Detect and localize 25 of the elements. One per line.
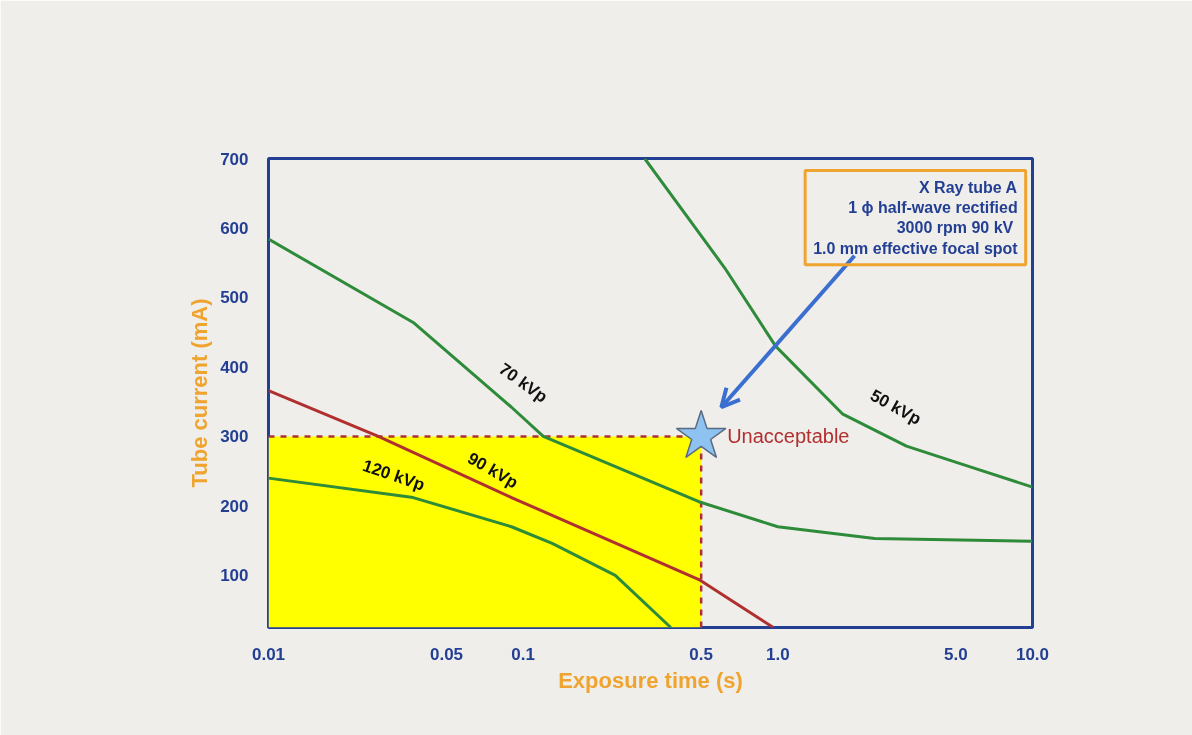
y-tick-label: 600 xyxy=(220,218,249,238)
x-tick-label: 0.1 xyxy=(511,644,535,664)
x-tick-label: 0.5 xyxy=(689,644,713,664)
annotation: 50 kVp xyxy=(866,385,925,429)
annotation: 90 kVp xyxy=(464,448,522,493)
y-tick-label: 200 xyxy=(220,496,249,516)
annotation: 1.0 mm effective focal spot xyxy=(813,239,1019,257)
y-axis-title: Tube current (mA) xyxy=(187,298,213,488)
x-tick-label: 10.0 xyxy=(1015,644,1050,664)
y-tick-label: 300 xyxy=(220,427,249,447)
y-tick-label: 100 xyxy=(220,566,249,586)
y-tick-label: 500 xyxy=(220,288,249,308)
x-tick-label: 0.05 xyxy=(429,644,464,664)
x-axis-title: Exposure time (s) xyxy=(558,667,743,693)
x-tick-label: 5.0 xyxy=(944,644,968,664)
annotation: 120 kVp xyxy=(360,455,428,495)
annotation: 1 ϕ half-wave rectified xyxy=(848,198,1018,216)
y-tick-label: 400 xyxy=(220,357,249,377)
annotation: 3000 rpm 90 kV xyxy=(896,219,1014,237)
y-tick-label: 700 xyxy=(220,149,249,169)
x-tick-label: 1.0 xyxy=(766,644,790,664)
x-tick-label: 0.01 xyxy=(251,644,286,664)
annotation: X Ray tube A xyxy=(918,178,1018,196)
annotation: Unacceptable xyxy=(727,425,850,448)
annotation: 70 kVp xyxy=(495,359,551,407)
